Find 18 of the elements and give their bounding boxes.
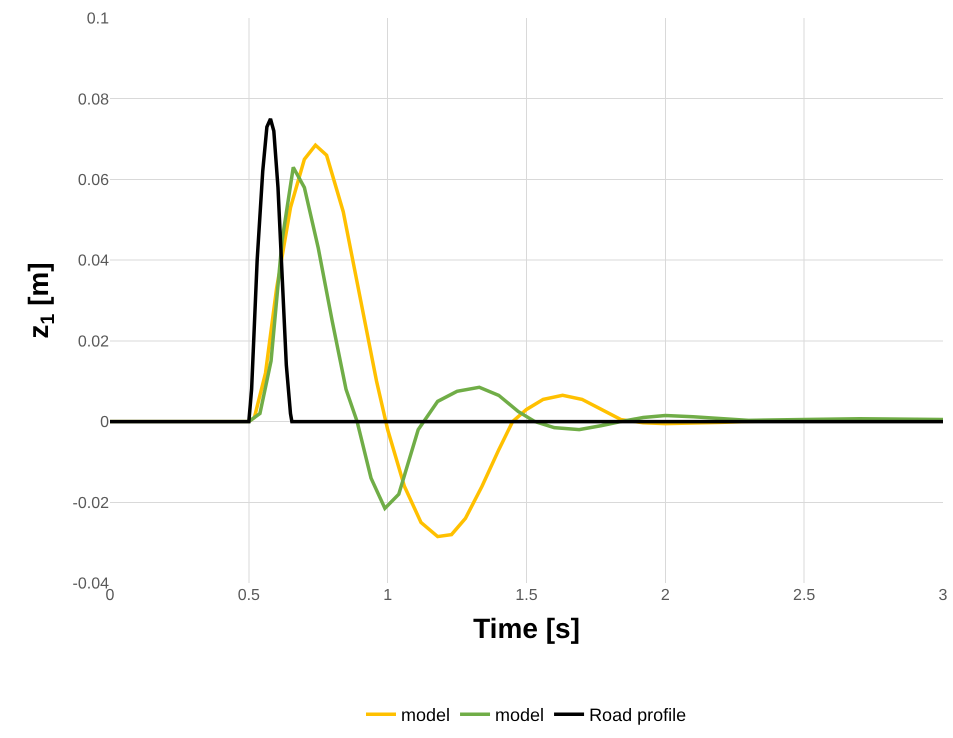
y-tick-label: -0.02 [72, 494, 110, 512]
x-tick-label: 2 [660, 587, 670, 604]
x-axis-title: Time [s] [473, 613, 580, 644]
x-tick-label: 0.5 [238, 587, 260, 604]
x-tick-label: 1.5 [515, 587, 538, 604]
x-tick-label: 2.5 [793, 587, 816, 604]
line-series [110, 117, 943, 424]
legend-label: Road profile [589, 705, 686, 726]
y-tick-label: 0.1 [86, 10, 110, 28]
y-tick-label: 0.08 [78, 91, 110, 108]
x-tick-label: 1 [383, 587, 392, 604]
y-tick-label: 0 [100, 414, 110, 432]
legend-label: model [495, 705, 544, 726]
y-tick-label: 0.02 [78, 333, 110, 350]
y-tick-label: 0.06 [78, 172, 110, 190]
legend-label: model [401, 705, 450, 726]
x-tick-label: 3 [938, 587, 948, 604]
y-tick-label: 0.04 [78, 252, 110, 270]
